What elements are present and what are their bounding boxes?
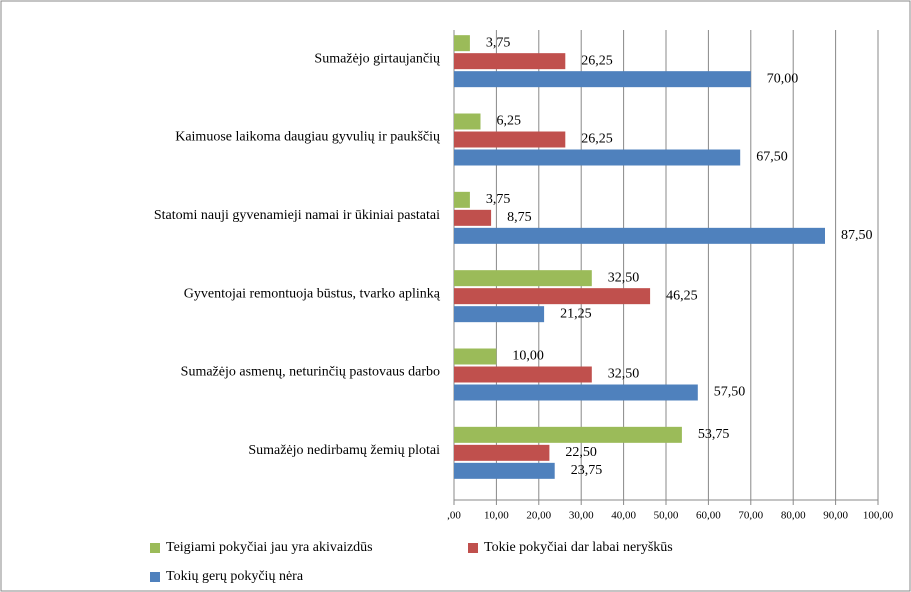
category-label: Statomi nauji gyvenamieji namai ir ūkini… <box>154 208 440 223</box>
value-label: 21,25 <box>560 306 592 321</box>
value-label: 6,25 <box>497 114 522 129</box>
x-tick-label: 40,00 <box>611 510 636 522</box>
x-tick-label: 90,00 <box>823 510 848 522</box>
bar <box>454 306 545 323</box>
x-tick-label: 80,00 <box>781 510 806 522</box>
bar <box>454 113 481 130</box>
value-label: 67,50 <box>756 150 788 165</box>
value-label: 57,50 <box>714 385 746 400</box>
category-label: Sumažėjo girtaujančių <box>314 51 440 66</box>
legend-label: Tokių gerų pokyčių nėra <box>166 569 304 584</box>
bar <box>454 209 492 226</box>
bar <box>454 288 651 305</box>
legend-swatch <box>468 543 478 553</box>
bar <box>454 227 825 244</box>
value-label: 26,25 <box>581 132 613 147</box>
bar <box>454 35 470 52</box>
x-tick-label: 20,00 <box>526 510 551 522</box>
bar <box>454 53 566 70</box>
value-label: 53,75 <box>698 427 730 442</box>
x-tick-label: 30,00 <box>569 510 594 522</box>
x-tick-label: 60,00 <box>696 510 721 522</box>
value-label: 46,25 <box>666 288 698 303</box>
bar <box>454 462 555 479</box>
x-tick-label: ,00 <box>447 510 461 522</box>
bar <box>454 444 550 461</box>
category-label: Gyventojai remontuoja būstus, tvarko apl… <box>184 286 441 301</box>
value-label: 23,75 <box>571 463 603 478</box>
bar <box>454 270 592 287</box>
value-label: 8,75 <box>507 210 531 225</box>
value-label: 10,00 <box>512 349 544 364</box>
value-label: 26,25 <box>581 53 613 68</box>
bar <box>454 149 741 166</box>
x-tick-label: 10,00 <box>484 510 509 522</box>
value-label: 3,75 <box>486 192 511 207</box>
bar <box>454 191 470 208</box>
value-label: 70,00 <box>767 71 799 86</box>
category-label: Sumažėjo asmenų, neturinčių pastovaus da… <box>181 365 440 380</box>
x-tick-label: 70,00 <box>738 510 763 522</box>
bar <box>454 384 698 401</box>
value-label: 87,50 <box>841 228 873 243</box>
value-label: 3,75 <box>486 35 511 50</box>
legend-swatch <box>150 572 160 582</box>
bar <box>454 366 592 383</box>
x-tick-label: 50,00 <box>654 510 679 522</box>
legend-label: Teigiami pokyčiai jau yra akivaizdūs <box>166 540 373 555</box>
bar <box>454 348 497 365</box>
bar <box>454 71 751 88</box>
value-label: 32,50 <box>608 270 640 285</box>
value-label: 32,50 <box>608 367 640 382</box>
category-label: Sumažėjo nedirbamų žemių plotai <box>248 443 440 458</box>
x-tick-label: 100,00 <box>863 510 894 522</box>
bar <box>454 131 566 148</box>
legend-label: Tokie pokyčiai dar labai neryškūs <box>484 540 673 555</box>
bar <box>454 426 682 443</box>
value-label: 22,50 <box>565 445 597 460</box>
category-label: Kaimuose laikoma daugiau gyvulių ir pauk… <box>175 130 440 145</box>
legend-swatch <box>150 543 160 553</box>
